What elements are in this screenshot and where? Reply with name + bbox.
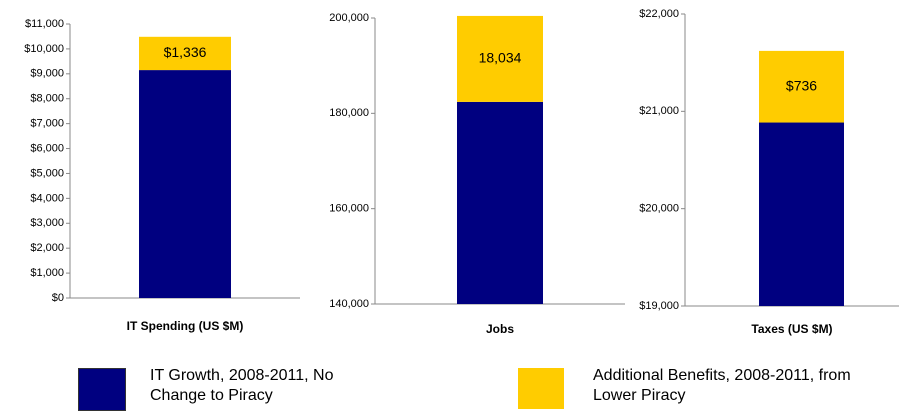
bar-segment	[759, 50, 844, 123]
legend-swatch	[518, 368, 564, 409]
x-tick-label: Jobs	[486, 322, 514, 336]
y-tick-label: $9,000	[30, 68, 64, 80]
data-label: $736	[786, 77, 817, 93]
y-tick-label: $0	[52, 292, 64, 304]
y-tick-label: $8,000	[30, 93, 64, 105]
y-tick-label: 200,000	[329, 12, 369, 24]
y-tick-label: $22,000	[639, 8, 679, 20]
y-tick-label: $10,000	[24, 43, 64, 55]
legend-swatch	[78, 368, 126, 411]
data-label: $1,336	[164, 44, 207, 60]
bar-segment	[457, 15, 543, 102]
y-tick-label: $11,000	[25, 18, 64, 30]
y-tick-label: $6,000	[30, 142, 64, 154]
y-tick-label: 160,000	[329, 203, 369, 215]
y-tick-label: $3,000	[30, 217, 64, 229]
y-tick-label: $19,000	[639, 300, 679, 312]
y-tick-label: $21,000	[639, 105, 679, 117]
y-tick-label: $5,000	[30, 167, 64, 179]
data-label: 18,034	[479, 50, 522, 66]
bar-segment	[759, 122, 844, 306]
y-tick-label: 180,000	[329, 107, 369, 119]
legend-label: IT Growth, 2008-2011, No Change to Pirac…	[150, 367, 334, 404]
y-tick-label: $4,000	[30, 192, 64, 204]
bar-segment	[139, 70, 231, 298]
y-tick-label: 140,000	[329, 298, 369, 310]
y-tick-label: $7,000	[30, 118, 64, 130]
y-tick-label: $1,000	[30, 267, 64, 279]
x-tick-label: Taxes (US $M)	[751, 322, 832, 336]
bar-segment	[457, 101, 543, 304]
x-tick-label: IT Spending (US $M)	[127, 319, 244, 333]
legend-label: Additional Benefits, 2008-2011, from Low…	[593, 367, 851, 404]
y-tick-label: $2,000	[30, 242, 64, 254]
y-tick-label: $20,000	[639, 203, 679, 215]
bar-segment	[139, 36, 231, 71]
